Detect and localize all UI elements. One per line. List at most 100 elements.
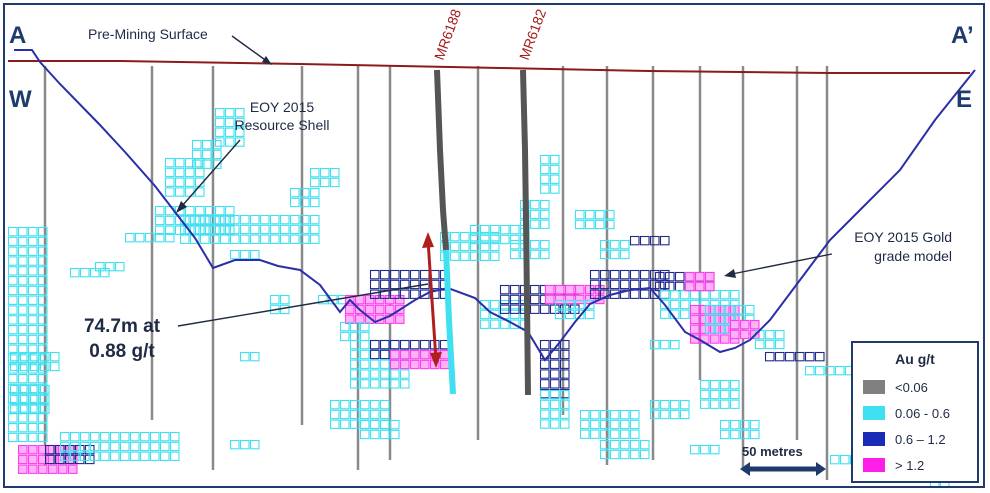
grade-block	[174, 167, 185, 178]
grade-block	[539, 199, 550, 210]
grade-block	[109, 441, 120, 452]
grade-block	[389, 279, 400, 290]
grade-block	[7, 266, 18, 276]
grade-block	[619, 269, 630, 280]
grade-block	[37, 236, 48, 247]
grade-block	[549, 419, 560, 429]
grade-block	[699, 444, 710, 455]
grade-block	[379, 339, 390, 350]
intercept-grade: 0.88 g/t	[89, 341, 155, 362]
grade-block	[509, 309, 520, 320]
grade-block	[269, 224, 280, 235]
grade-block	[659, 309, 670, 319]
grade-block	[699, 314, 710, 325]
grade-block	[7, 236, 18, 247]
grade-block	[479, 319, 490, 329]
grade-block	[629, 429, 640, 439]
grade-block	[349, 339, 360, 350]
grade-block	[329, 177, 340, 188]
grade-block	[39, 351, 50, 362]
grade-block	[579, 429, 590, 439]
grade-block	[214, 127, 225, 137]
grade-block	[201, 139, 212, 150]
grade-block	[694, 271, 705, 282]
grade-block	[164, 177, 175, 187]
grade-block	[99, 431, 110, 442]
grade-block	[9, 361, 20, 372]
legend-item-high: > 1.2	[863, 457, 924, 473]
grade-block	[339, 419, 350, 429]
grade-block	[804, 365, 815, 376]
grade-block	[49, 351, 60, 362]
grade-block	[699, 389, 710, 400]
grade-block	[211, 159, 222, 169]
grade-block	[764, 339, 775, 350]
grade-block	[17, 464, 28, 474]
grade-block	[754, 339, 765, 350]
grade-block	[774, 329, 785, 340]
grade-block	[154, 232, 165, 243]
grade-block	[224, 107, 235, 118]
grade-block	[509, 319, 520, 329]
grade-block	[259, 224, 270, 235]
grade-block	[54, 454, 65, 465]
grade-block	[359, 429, 370, 440]
grade-block	[37, 226, 48, 237]
grade-block	[559, 419, 570, 429]
grade-block	[709, 444, 720, 455]
grade-block	[154, 225, 165, 235]
grade-block	[369, 419, 380, 430]
grade-block	[729, 429, 740, 440]
grade-block	[529, 199, 540, 210]
grade-block	[479, 234, 490, 245]
grade-block	[17, 344, 28, 354]
grade-block	[9, 394, 20, 405]
grade-block	[539, 164, 550, 175]
grade-block	[154, 205, 165, 216]
grade-block	[609, 239, 620, 250]
intercept-leader	[177, 283, 429, 327]
grade-block	[339, 321, 350, 332]
grade-block	[27, 373, 38, 384]
grade-block	[724, 304, 735, 315]
grade-block	[139, 431, 150, 442]
grade-block	[539, 239, 550, 250]
grade-block	[349, 359, 360, 369]
grade-block	[94, 261, 105, 272]
grade-block	[69, 431, 80, 442]
grade-block	[729, 304, 740, 315]
grade-block	[99, 267, 110, 278]
grade-block	[84, 444, 95, 455]
grade-block	[29, 361, 40, 372]
grade-block	[174, 187, 185, 197]
grade-block	[839, 454, 850, 465]
grade-block	[19, 351, 30, 362]
grade-block	[629, 419, 640, 430]
grade-block	[159, 451, 170, 461]
grade-block	[169, 441, 180, 452]
grade-block	[734, 304, 745, 315]
grade-block	[344, 304, 355, 315]
grade-block	[19, 404, 30, 414]
grade-block	[394, 314, 405, 324]
legend-item-label: 0.06 - 0.6	[895, 405, 950, 421]
grade-block	[389, 419, 400, 430]
grade-block	[699, 379, 710, 390]
grade-block	[169, 431, 180, 442]
grade-block	[299, 234, 310, 244]
grade-block	[489, 299, 500, 310]
grade-block	[719, 419, 730, 430]
grade-block	[27, 334, 38, 345]
grade-block	[649, 289, 660, 299]
grade-block	[149, 431, 160, 442]
grade-block	[289, 224, 300, 235]
grade-block	[399, 379, 410, 389]
grade-block	[249, 249, 260, 260]
grade-block	[409, 349, 420, 360]
grade-block	[714, 304, 725, 315]
grade-block	[164, 225, 175, 235]
grade-block	[17, 275, 28, 286]
grade-block	[359, 321, 370, 332]
grade-block	[17, 315, 28, 325]
legend-item-label: <0.06	[895, 379, 928, 395]
